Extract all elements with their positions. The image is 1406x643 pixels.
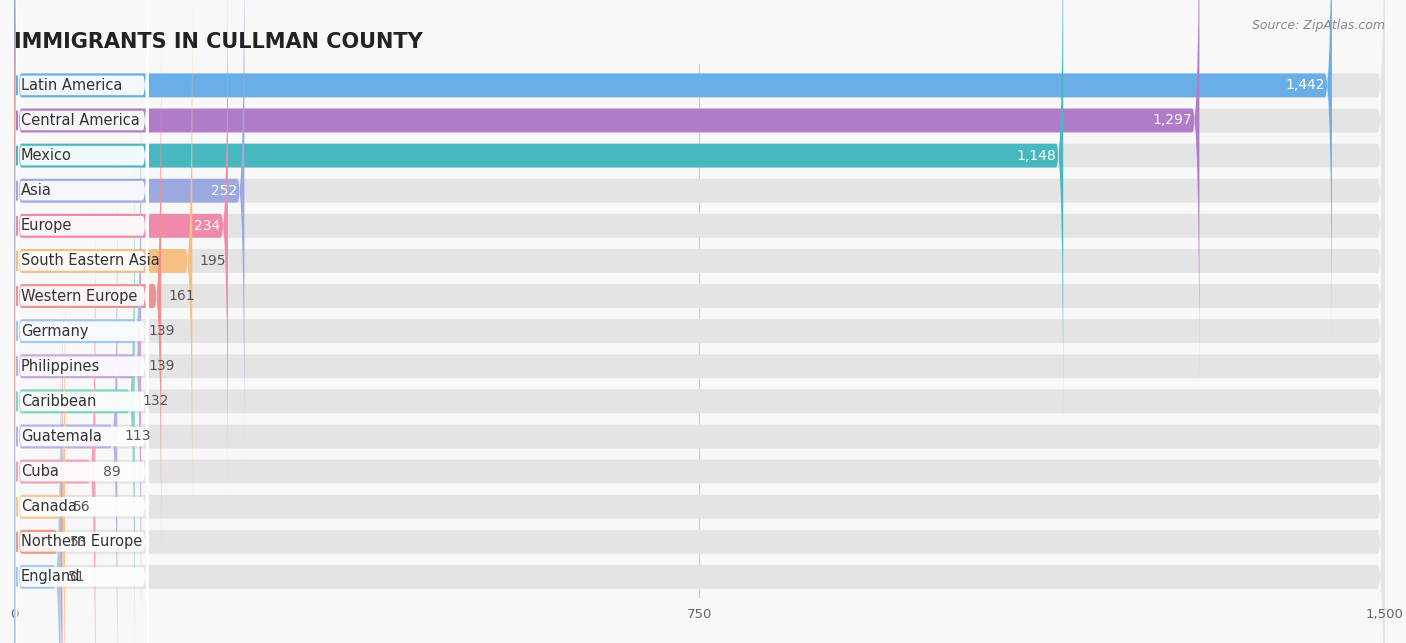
Text: 53: 53	[70, 535, 87, 549]
Text: Latin America: Latin America	[21, 78, 122, 93]
FancyBboxPatch shape	[15, 306, 149, 643]
FancyBboxPatch shape	[14, 132, 1385, 643]
FancyBboxPatch shape	[15, 0, 149, 322]
FancyBboxPatch shape	[14, 97, 1385, 635]
Text: South Eastern Asia: South Eastern Asia	[21, 253, 160, 268]
FancyBboxPatch shape	[15, 0, 149, 356]
FancyBboxPatch shape	[14, 203, 1385, 643]
FancyBboxPatch shape	[14, 308, 60, 643]
FancyBboxPatch shape	[14, 0, 1385, 494]
FancyBboxPatch shape	[14, 0, 193, 530]
Text: 56: 56	[73, 500, 90, 514]
FancyBboxPatch shape	[14, 0, 245, 460]
FancyBboxPatch shape	[14, 0, 1385, 460]
FancyBboxPatch shape	[14, 168, 117, 643]
FancyBboxPatch shape	[15, 341, 149, 643]
FancyBboxPatch shape	[15, 165, 149, 567]
Text: 132: 132	[142, 394, 169, 408]
FancyBboxPatch shape	[14, 238, 1385, 643]
Text: Guatemala: Guatemala	[21, 429, 101, 444]
Text: Source: ZipAtlas.com: Source: ZipAtlas.com	[1251, 19, 1385, 32]
FancyBboxPatch shape	[15, 376, 149, 643]
FancyBboxPatch shape	[14, 0, 1385, 424]
FancyBboxPatch shape	[14, 27, 1385, 565]
Text: Central America: Central America	[21, 113, 139, 128]
FancyBboxPatch shape	[14, 203, 96, 643]
FancyBboxPatch shape	[15, 235, 149, 637]
Text: 234: 234	[194, 219, 221, 233]
FancyBboxPatch shape	[14, 132, 135, 643]
FancyBboxPatch shape	[15, 271, 149, 643]
Text: Western Europe: Western Europe	[21, 289, 138, 303]
FancyBboxPatch shape	[14, 0, 1063, 424]
FancyBboxPatch shape	[14, 62, 1385, 600]
Text: 1,297: 1,297	[1153, 113, 1192, 127]
Text: 252: 252	[211, 184, 238, 197]
Text: 161: 161	[169, 289, 195, 303]
Text: 195: 195	[200, 254, 226, 268]
Text: Canada: Canada	[21, 499, 77, 514]
Text: Cuba: Cuba	[21, 464, 59, 479]
Text: Germany: Germany	[21, 323, 89, 339]
FancyBboxPatch shape	[14, 62, 141, 600]
FancyBboxPatch shape	[14, 97, 141, 635]
Text: 113: 113	[125, 430, 150, 444]
Text: IMMIGRANTS IN CULLMAN COUNTY: IMMIGRANTS IN CULLMAN COUNTY	[14, 32, 423, 51]
FancyBboxPatch shape	[15, 131, 149, 532]
FancyBboxPatch shape	[14, 0, 1331, 354]
Text: Northern Europe: Northern Europe	[21, 534, 142, 549]
Text: Mexico: Mexico	[21, 148, 72, 163]
Text: England: England	[21, 570, 80, 584]
FancyBboxPatch shape	[14, 0, 228, 494]
Text: 1,442: 1,442	[1285, 78, 1324, 93]
FancyBboxPatch shape	[15, 201, 149, 602]
FancyBboxPatch shape	[14, 0, 1199, 390]
Text: Asia: Asia	[21, 183, 52, 198]
FancyBboxPatch shape	[14, 238, 65, 643]
FancyBboxPatch shape	[15, 0, 149, 286]
Text: 139: 139	[149, 359, 174, 373]
FancyBboxPatch shape	[14, 27, 162, 565]
FancyBboxPatch shape	[14, 0, 1385, 390]
FancyBboxPatch shape	[14, 168, 1385, 643]
FancyBboxPatch shape	[14, 273, 62, 643]
Text: 139: 139	[149, 324, 174, 338]
FancyBboxPatch shape	[15, 25, 149, 427]
Text: 1,148: 1,148	[1017, 149, 1056, 163]
FancyBboxPatch shape	[14, 0, 1385, 354]
Text: 51: 51	[67, 570, 86, 584]
FancyBboxPatch shape	[14, 308, 1385, 643]
Text: Philippines: Philippines	[21, 359, 100, 374]
Text: Caribbean: Caribbean	[21, 394, 97, 409]
Text: Europe: Europe	[21, 219, 72, 233]
Text: 89: 89	[103, 465, 121, 478]
FancyBboxPatch shape	[15, 60, 149, 462]
FancyBboxPatch shape	[14, 0, 1385, 530]
FancyBboxPatch shape	[15, 0, 149, 392]
FancyBboxPatch shape	[15, 95, 149, 497]
FancyBboxPatch shape	[14, 273, 1385, 643]
